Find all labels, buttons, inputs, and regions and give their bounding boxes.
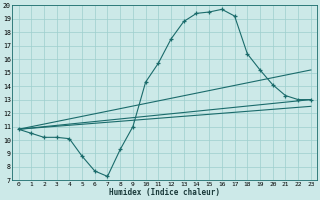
X-axis label: Humidex (Indice chaleur): Humidex (Indice chaleur): [109, 188, 220, 197]
